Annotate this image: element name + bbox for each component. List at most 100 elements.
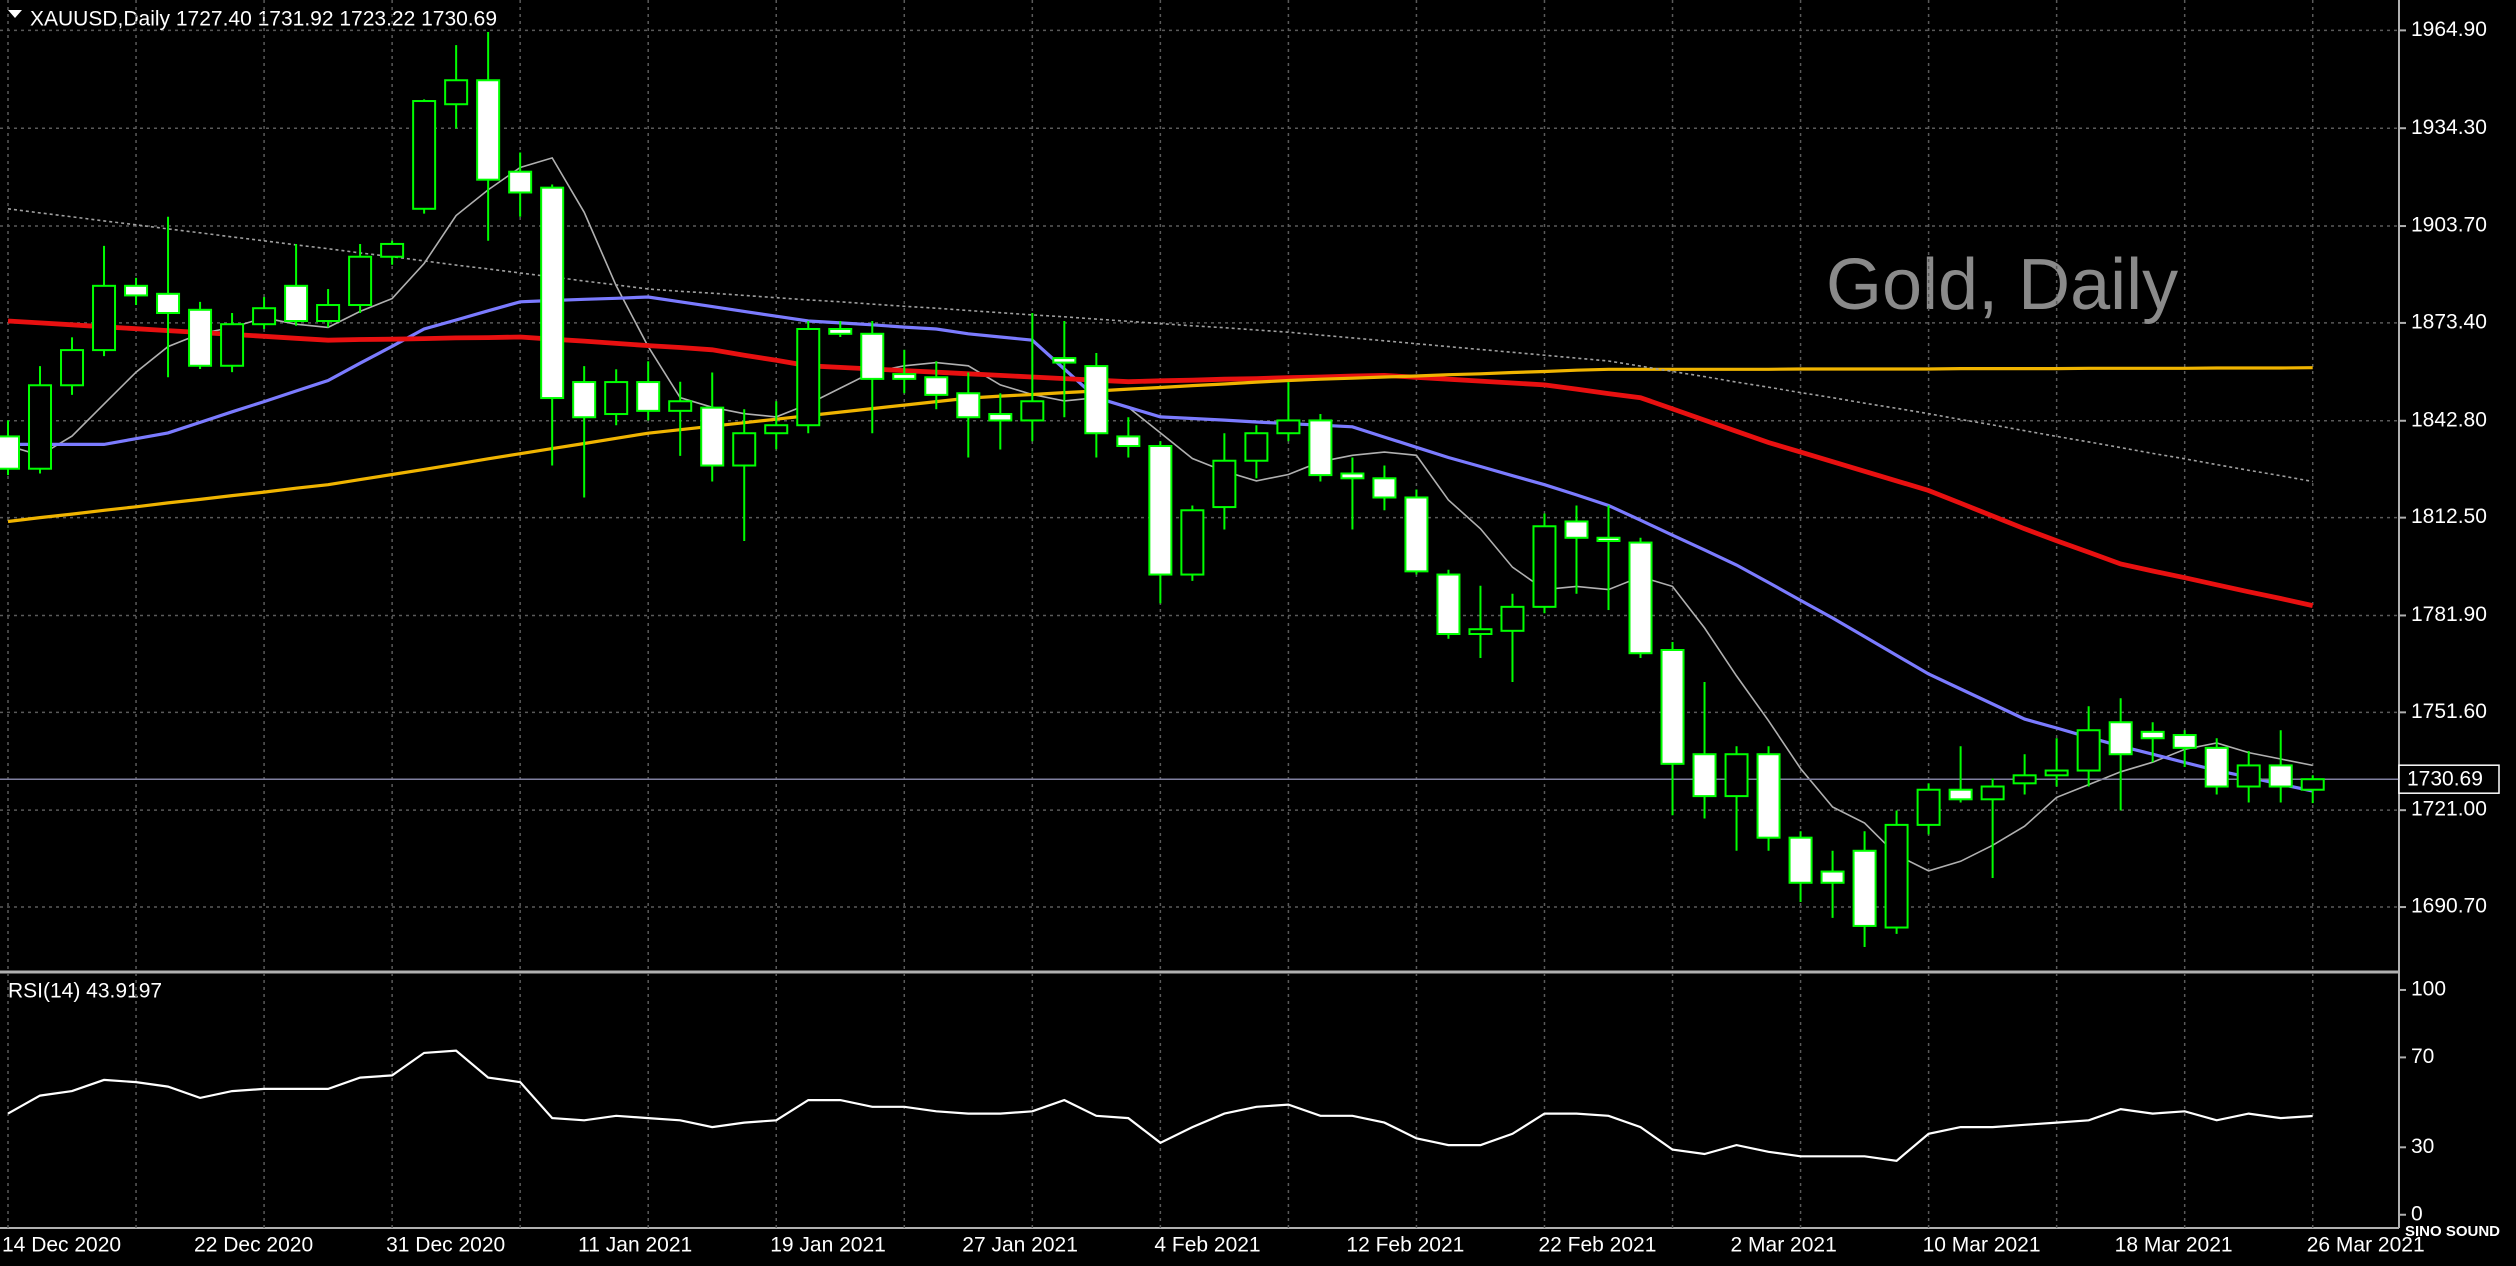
candle-body xyxy=(540,186,565,400)
moving-average xyxy=(7,208,2313,483)
candle-body xyxy=(1468,628,1493,636)
candle-body xyxy=(220,323,245,367)
candle-body xyxy=(412,100,437,210)
candle-body xyxy=(636,381,661,412)
candle-body xyxy=(380,242,405,258)
candle-body xyxy=(1596,536,1621,542)
candle-body xyxy=(1404,496,1429,573)
candle-body xyxy=(572,381,597,419)
logo: SINO SOUND xyxy=(2405,1223,2500,1240)
candle-body xyxy=(668,400,693,412)
candle-body xyxy=(1020,400,1045,422)
last-price-box xyxy=(2398,764,2500,794)
y-tick-label: 70 xyxy=(2411,1045,2434,1068)
y-tick-label: 1964.90 xyxy=(2411,18,2487,41)
candle-body xyxy=(1340,472,1365,480)
candle-body xyxy=(284,284,309,323)
candle-body xyxy=(764,424,789,435)
candle-body xyxy=(1884,823,1909,929)
candle-body xyxy=(860,332,885,380)
candle-body xyxy=(2012,774,2037,785)
candle-body xyxy=(732,432,757,467)
x-tick-label: 31 Dec 2020 xyxy=(386,1234,505,1257)
moving-average xyxy=(8,295,2314,793)
candle-body xyxy=(1116,435,1141,448)
x-tick-label: 2 Mar 2021 xyxy=(1731,1234,1837,1257)
candle-body xyxy=(1660,648,1685,765)
candle-body xyxy=(796,327,821,427)
candle-body xyxy=(92,284,117,352)
chart-title: XAUUSD,Daily 1727.40 1731.92 1723.22 173… xyxy=(30,8,497,31)
candle-body xyxy=(1180,509,1205,576)
candle-body xyxy=(1084,365,1109,435)
candle-body xyxy=(1628,541,1653,655)
candle-body xyxy=(1852,849,1877,927)
last-price-label: 1730.69 xyxy=(2407,768,2483,791)
y-tick-label: 0 xyxy=(2411,1202,2423,1225)
y-tick-label: 1721.00 xyxy=(2411,798,2487,821)
candle-body xyxy=(2140,730,2165,740)
x-tick-label: 26 Mar 2021 xyxy=(2307,1234,2425,1257)
candle-body xyxy=(1212,459,1237,509)
candle-body xyxy=(1436,573,1461,636)
y-tick-label: 1751.60 xyxy=(2411,700,2487,723)
moving-average xyxy=(7,366,2313,524)
candle-body xyxy=(1148,445,1173,576)
candle-body xyxy=(0,435,20,470)
x-tick-label: 11 Jan 2021 xyxy=(578,1234,692,1257)
candle-body xyxy=(1948,788,1973,801)
candle-body xyxy=(1756,753,1781,839)
menu-arrow[interactable] xyxy=(8,10,22,18)
y-tick-label: 30 xyxy=(2411,1135,2434,1158)
candle-body xyxy=(2108,721,2133,756)
x-tick-label: 4 Feb 2021 xyxy=(1154,1234,1260,1257)
candle-body xyxy=(1244,432,1269,462)
x-tick-label: 10 Mar 2021 xyxy=(1923,1234,2041,1257)
candle-body xyxy=(476,79,501,181)
candle-body xyxy=(2172,734,2197,749)
candle-body xyxy=(2268,764,2293,788)
moving-average xyxy=(7,156,2313,872)
rsi-title: RSI(14) 43.9197 xyxy=(8,980,162,1003)
candle-body xyxy=(2044,769,2069,777)
candle-body xyxy=(188,308,213,367)
x-tick-label: 22 Feb 2021 xyxy=(1538,1234,1656,1257)
candle-body xyxy=(1276,419,1301,435)
candle-body xyxy=(316,304,341,323)
candle-body xyxy=(1052,357,1077,364)
x-tick-label: 14 Dec 2020 xyxy=(2,1234,121,1257)
y-tick-label: 1873.40 xyxy=(2411,310,2487,333)
x-tick-label: 19 Jan 2021 xyxy=(770,1234,886,1257)
moving-average xyxy=(7,318,2314,608)
y-tick-label: 1842.80 xyxy=(2411,408,2487,431)
candle-body xyxy=(2300,778,2325,791)
candle-body xyxy=(1372,477,1397,499)
y-tick-label: 1781.90 xyxy=(2411,603,2487,626)
candle-body xyxy=(604,381,629,416)
y-tick-label: 1903.70 xyxy=(2411,214,2487,237)
y-tick-label: 1812.50 xyxy=(2411,505,2487,528)
candle-body xyxy=(1724,753,1749,798)
candle-body xyxy=(700,406,725,467)
candle-body xyxy=(348,255,373,307)
candle-body xyxy=(60,349,85,387)
candle-body xyxy=(508,170,533,194)
candle-body xyxy=(988,413,1013,422)
candle-body xyxy=(1500,605,1525,632)
candle-body xyxy=(828,327,853,335)
candle-body xyxy=(156,292,181,315)
y-tick-label: 1690.70 xyxy=(2411,895,2487,918)
watermark: Gold, Daily xyxy=(1826,245,2178,325)
candle-body xyxy=(124,284,149,297)
x-tick-label: 22 Dec 2020 xyxy=(194,1234,313,1257)
candle-body xyxy=(2236,764,2261,788)
candle-body xyxy=(444,79,469,106)
candle-body xyxy=(956,392,981,419)
candle-body xyxy=(2076,729,2101,772)
x-tick-label: 12 Feb 2021 xyxy=(1346,1234,1464,1257)
candle-body xyxy=(1980,785,2005,801)
candle-body xyxy=(1916,788,1941,826)
y-tick-label: 100 xyxy=(2411,978,2446,1001)
candle-body xyxy=(1532,525,1557,608)
